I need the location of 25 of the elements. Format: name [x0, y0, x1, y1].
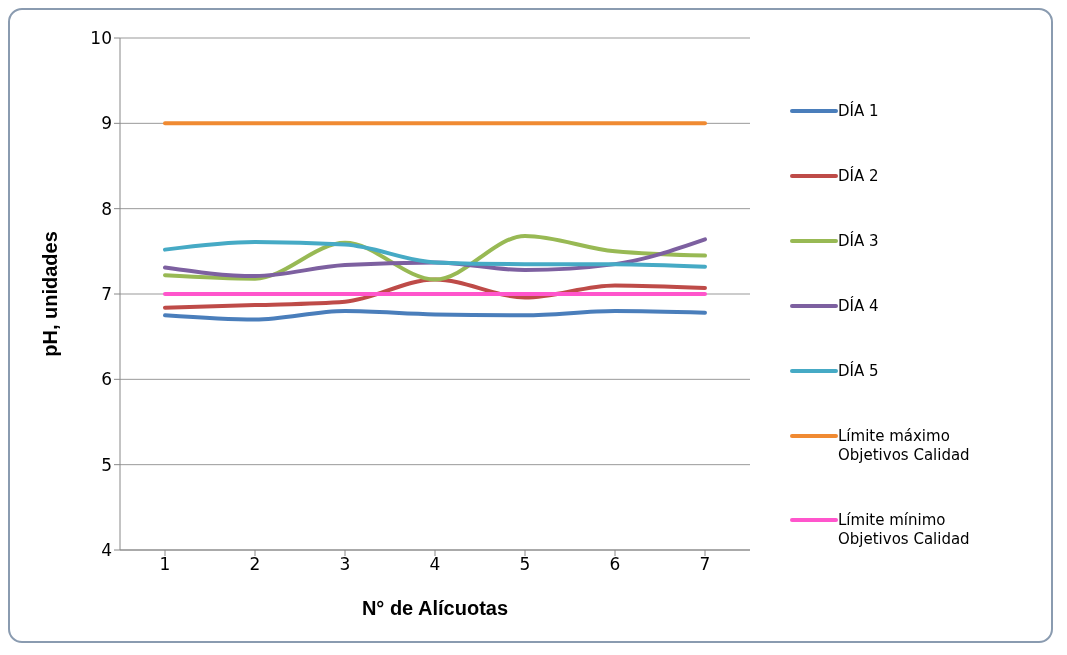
- y-tick-label: 4: [101, 540, 112, 561]
- x-axis-title: N° de Alícuotas: [361, 597, 509, 619]
- y-tick-label: 8: [101, 198, 112, 219]
- x-tick-label: 4: [429, 554, 441, 575]
- x-tick-label: 6: [609, 554, 621, 575]
- legend-label: DÍA 2: [838, 166, 880, 186]
- x-tick-label: 3: [339, 554, 351, 575]
- x-tick-label: 2: [249, 554, 261, 575]
- y-tick-label: 6: [101, 369, 112, 390]
- x-tick-label: 5: [519, 554, 531, 575]
- legend-label: DÍA 4: [838, 296, 880, 316]
- y-tick-label: 7: [101, 284, 112, 305]
- legend-label: DÍA 1: [838, 101, 880, 121]
- x-tick-label: 1: [159, 554, 171, 575]
- legend-label: DÍA 5: [838, 361, 880, 381]
- line-series: [163, 309, 707, 322]
- legend-label: DÍA 3: [838, 231, 880, 251]
- y-tick-label: 10: [90, 28, 112, 49]
- legend-label: Límite máximo Objetivos Calidad: [838, 426, 971, 465]
- line-series: [163, 239, 707, 269]
- x-tick-label: 7: [699, 554, 711, 575]
- y-tick-label: 9: [101, 113, 112, 134]
- legend-label: Límite mínimo Objetivos Calidad: [838, 510, 971, 549]
- y-tick-label: 5: [101, 454, 112, 475]
- y-axis-title: pH, unidades: [39, 231, 62, 357]
